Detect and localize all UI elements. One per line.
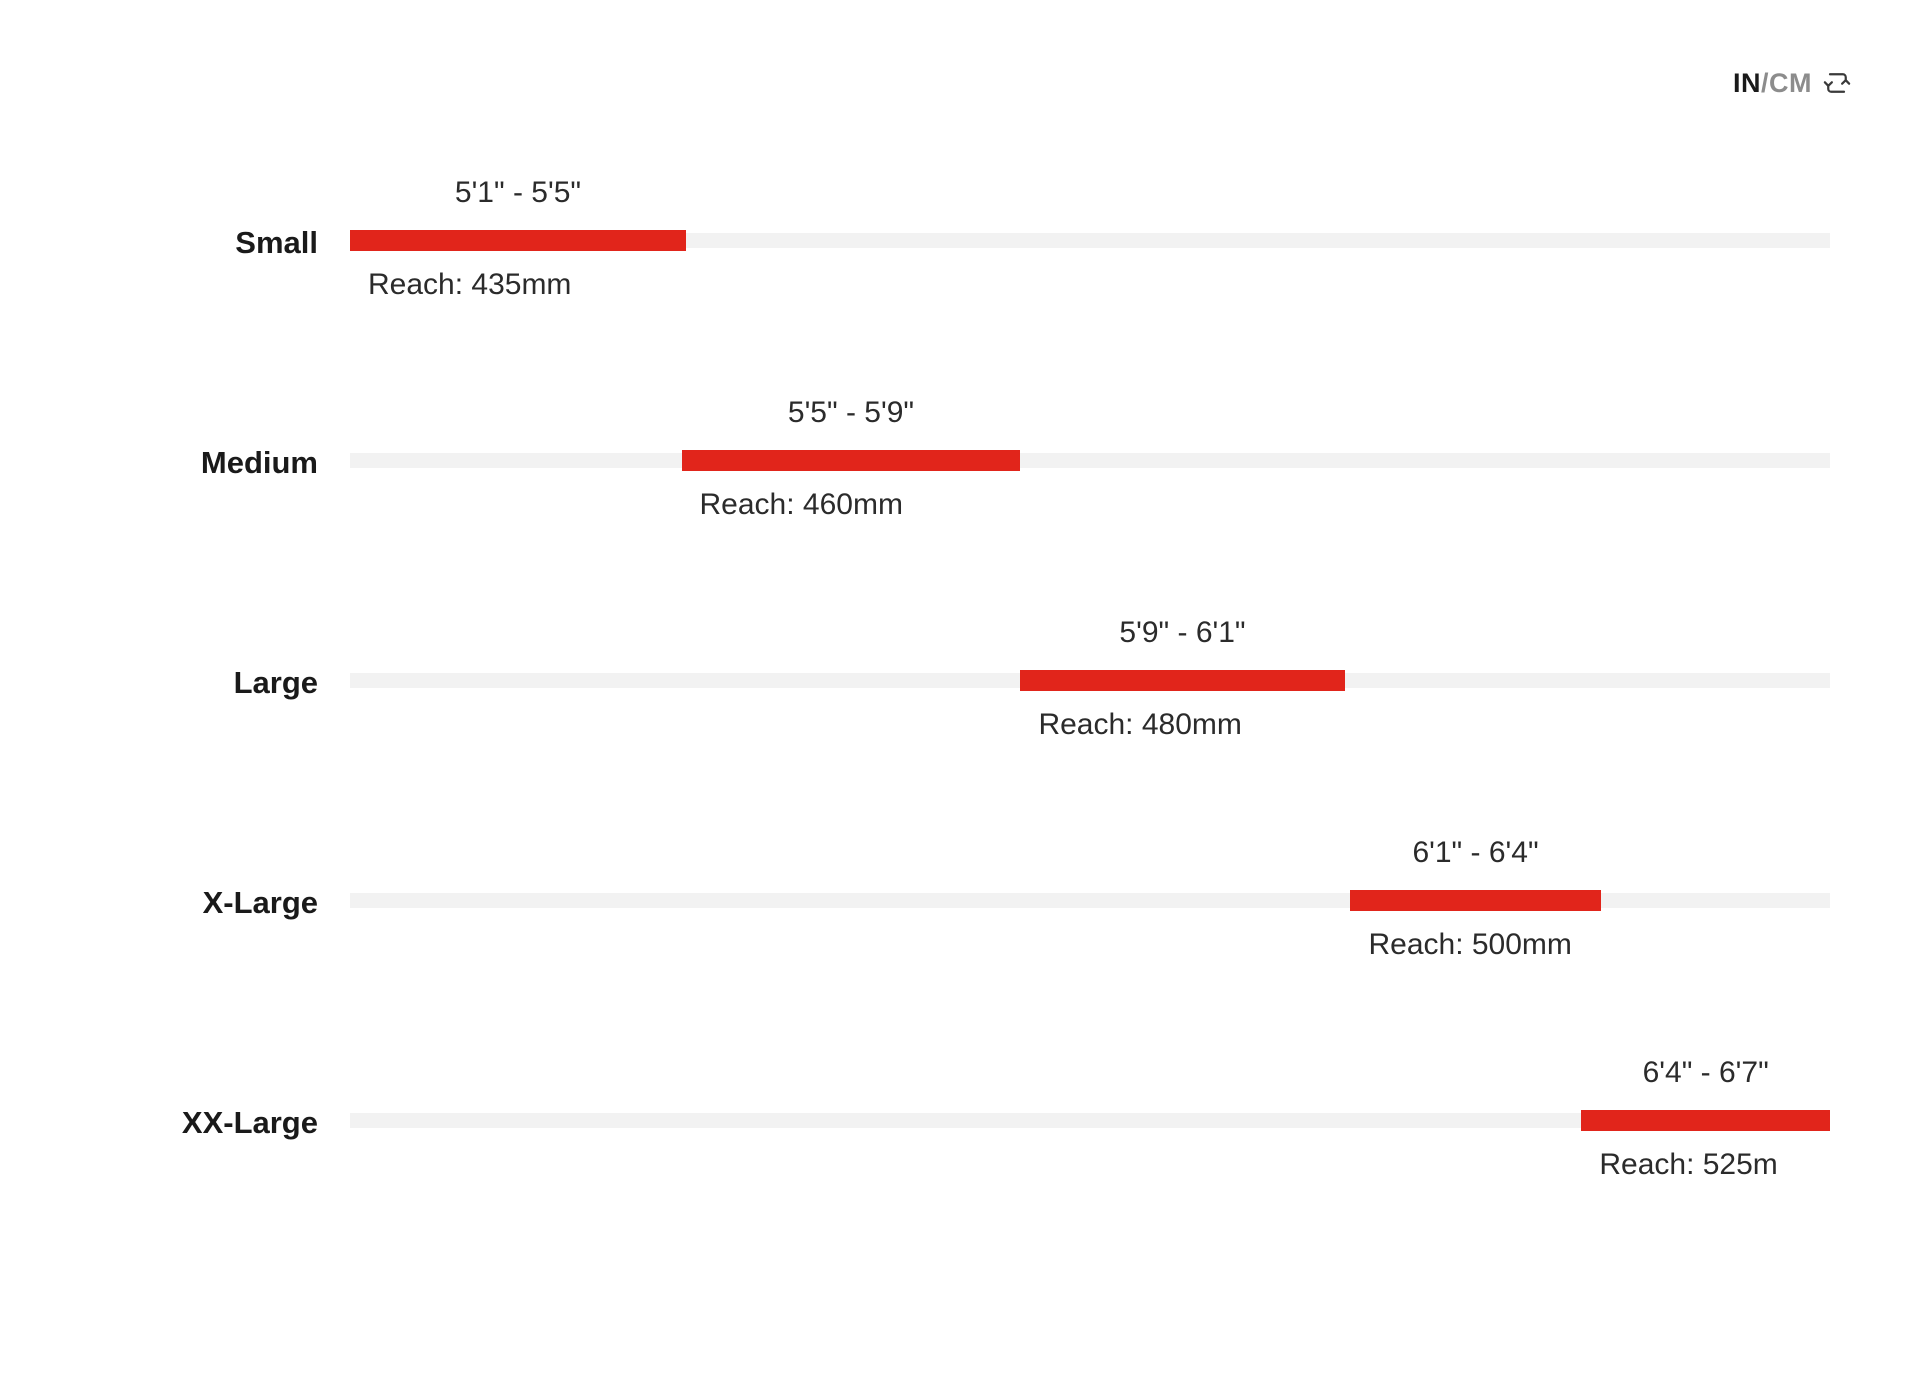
reach-label: Reach: 500mm — [1368, 928, 1572, 961]
range-bar — [350, 230, 686, 251]
size-label-large: Large — [233, 665, 318, 700]
range-bar — [1350, 890, 1601, 911]
range-bar — [1581, 1110, 1830, 1131]
track-wrap: 6'1" - 6'4" Reach: 500mm — [350, 790, 1830, 1010]
rider-height-label: 5'5" - 5'9" — [787, 396, 915, 429]
unit-separator: / — [1760, 67, 1769, 98]
range-track — [350, 893, 1830, 908]
track-wrap: 5'1" - 5'5" Reach: 435mm — [350, 130, 1830, 350]
unit-toggle-label: IN/CM — [1732, 67, 1812, 98]
unit-toggle[interactable]: IN/CM — [1733, 68, 1852, 98]
size-row: Small 5'1" - 5'5" Reach: 435mm — [0, 130, 1920, 350]
size-label-small: Small — [235, 225, 318, 260]
size-row: Medium 5'5" - 5'9" Reach: 460mm — [0, 350, 1920, 570]
rider-height-label: 6'1" - 6'4" — [1412, 836, 1539, 869]
track-wrap: 5'9" - 6'1" Reach: 480mm — [350, 570, 1830, 790]
reach-label: Reach: 460mm — [699, 488, 903, 521]
reach-label: Reach: 525m — [1599, 1148, 1778, 1181]
size-label-x-large: X-Large — [202, 885, 318, 920]
range-track — [350, 453, 1830, 468]
range-track — [350, 1113, 1830, 1128]
size-label-xx-large: XX-Large — [181, 1105, 318, 1140]
reach-label: Reach: 480mm — [1038, 708, 1242, 741]
reach-label: Reach: 435mm — [368, 268, 572, 301]
rider-height-label: 5'1" - 5'5" — [454, 176, 582, 209]
unit-cm-label[interactable]: CM — [1769, 67, 1812, 98]
track-wrap: 5'5" - 5'9" Reach: 460mm — [350, 350, 1830, 570]
size-row: XX-Large 6'4" - 6'7" Reach: 525m — [0, 1010, 1920, 1230]
range-track — [350, 233, 1830, 248]
size-label-medium: Medium — [200, 445, 318, 480]
size-row: Large 5'9" - 6'1" Reach: 480mm — [0, 570, 1920, 790]
range-bar — [1020, 670, 1345, 691]
range-bar — [681, 450, 1021, 471]
rider-height-label: 6'4" - 6'7" — [1642, 1056, 1769, 1089]
track-wrap: 6'4" - 6'7" Reach: 525m — [350, 1010, 1830, 1230]
size-row: X-Large 6'1" - 6'4" Reach: 500mm — [0, 790, 1920, 1010]
swap-arrows-icon[interactable] — [1822, 68, 1852, 98]
rider-height-label: 5'9" - 6'1" — [1119, 616, 1246, 649]
unit-in-label[interactable]: IN — [1732, 67, 1761, 98]
